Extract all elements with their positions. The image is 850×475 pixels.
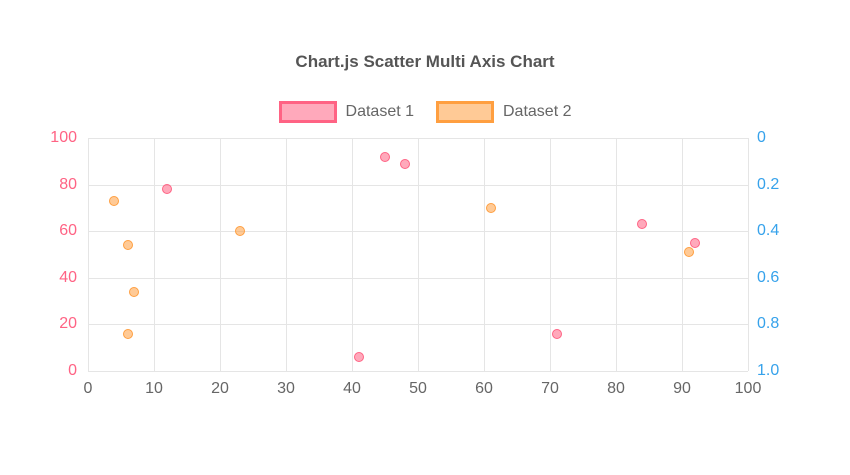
grid-line-vertical [550,138,551,371]
grid-line-vertical [352,138,353,371]
legend-label-dataset-2: Dataset 2 [503,103,572,120]
data-point-dataset-2[interactable] [683,247,694,258]
x-axis-tick-label: 30 [277,380,295,397]
y-axis-right-tick-label: 0.8 [757,315,780,333]
x-axis-tick-label: 60 [475,380,493,397]
x-axis: 0 10 20 30 40 50 60 70 80 90 100 [84,380,762,400]
y-axis-right-tick-label: 0 [757,129,766,146]
data-point-dataset-2[interactable] [129,286,140,297]
data-point-dataset-1[interactable] [690,237,701,248]
grid-line-vertical [88,138,89,371]
grid-line-vertical [748,138,749,371]
y-axis-right: 0 0.2 0.4 0.6 0.8 1.0 [757,129,837,379]
y-axis-left-tick-label: 60 [59,222,77,240]
data-point-dataset-1[interactable] [637,219,648,230]
grid-line-vertical [154,138,155,371]
x-axis-tick-label: 90 [673,380,691,397]
y-axis-left: 100 80 60 40 20 0 [0,129,77,379]
grid-line-horizontal [88,138,748,139]
grid-line-vertical [484,138,485,371]
y-axis-right-tick-label: 0.4 [757,222,780,240]
y-axis-left-tick-label: 40 [59,268,77,286]
grid-line-vertical [682,138,683,371]
x-axis-tick-label: 50 [409,380,427,397]
data-point-dataset-1[interactable] [162,184,173,195]
grid-line-horizontal [88,277,748,279]
data-point-dataset-2[interactable] [122,328,133,339]
plot-area [88,138,749,372]
x-axis-tick-label: 40 [343,380,361,397]
legend-swatch-dataset-2 [436,101,494,123]
data-point-dataset-2[interactable] [485,202,496,213]
data-point-dataset-1[interactable] [399,158,410,169]
y-axis-left-tick-label: 80 [59,175,77,193]
x-axis-tick-label: 20 [211,380,229,397]
legend-label-dataset-1: Dataset 1 [345,103,414,120]
grid-line-horizontal [88,184,748,186]
legend-item-dataset-2[interactable]: Dataset 2 [436,101,571,123]
grid-line-vertical [418,138,419,371]
legend-item-dataset-1[interactable]: Dataset 1 [278,101,414,123]
y-axis-left-tick-label: 0 [68,362,77,379]
data-point-dataset-1[interactable] [380,151,390,162]
chart-title: Chart.js Scatter Multi Axis Chart [295,52,555,71]
grid-line-horizontal [88,371,748,372]
data-point-dataset-2[interactable] [234,226,245,237]
grid-line-horizontal [88,324,748,326]
x-axis-tick-label: 0 [83,380,93,397]
y-axis-left-tick-label: 100 [50,129,77,146]
data-point-dataset-2[interactable] [109,195,120,206]
grid-line-horizontal [88,231,748,233]
y-axis-right-tick-label: 0.6 [757,268,780,286]
x-axis-tick-label: 100 [734,380,762,397]
y-axis-left-tick-label: 20 [59,315,77,333]
grid-line-vertical [286,138,287,371]
legend-swatch-dataset-1 [278,101,337,123]
y-axis-right-tick-label: 1.0 [757,362,780,379]
grid-line-vertical [616,138,617,371]
data-point-dataset-1[interactable] [551,328,562,339]
x-axis-tick-label: 80 [607,380,625,397]
grid-line-vertical [220,138,221,371]
y-axis-right-tick-label: 0.2 [757,175,780,193]
legend: Dataset 1 Dataset 2 [0,101,850,123]
data-point-dataset-1[interactable] [353,352,364,363]
x-axis-tick-label: 10 [145,380,163,397]
data-point-dataset-2[interactable] [122,240,133,251]
x-axis-tick-label: 70 [541,380,559,397]
